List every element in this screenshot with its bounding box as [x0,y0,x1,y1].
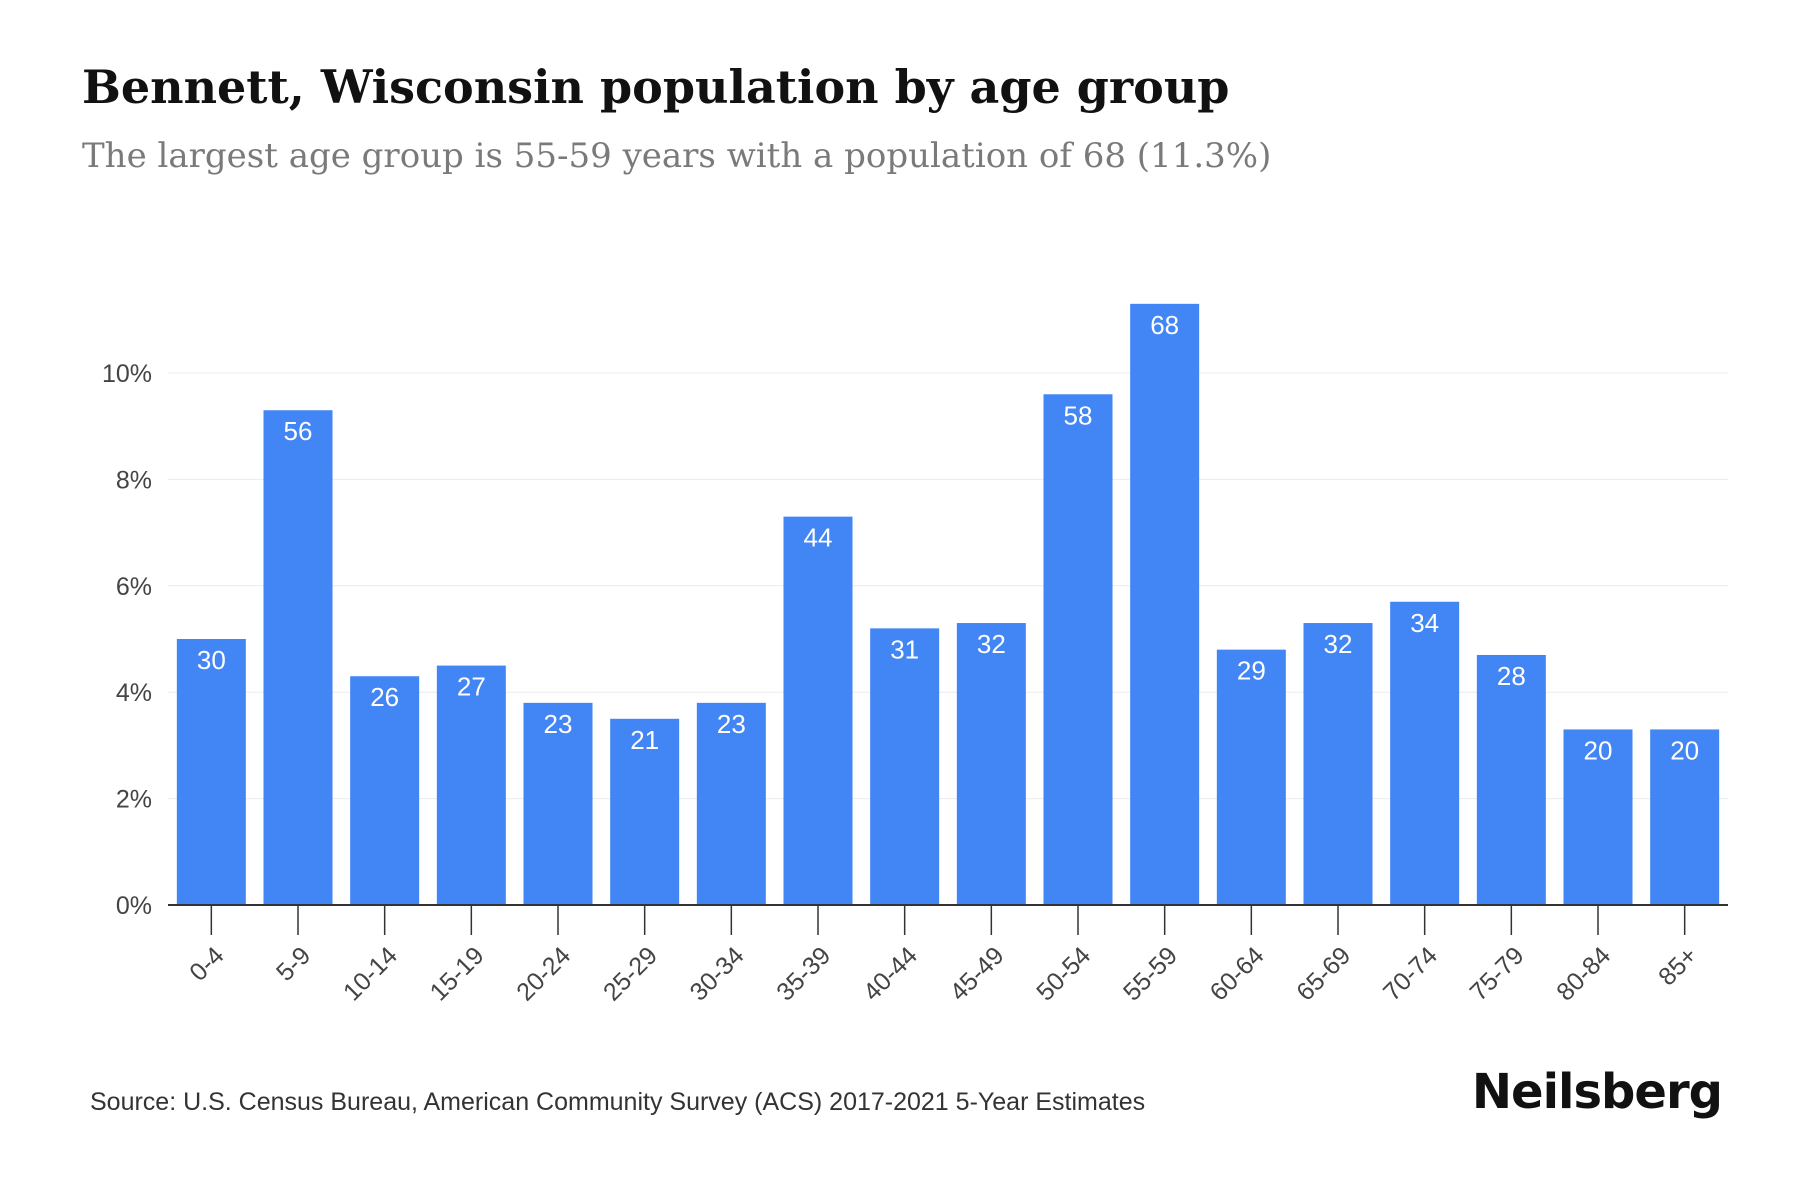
x-tick-label: 20-24 [511,941,576,1006]
bar-60-64 [1216,649,1286,905]
y-tick-label: 0% [116,892,152,920]
chart-title: Bennett, Wisconsin population by age gro… [82,60,1230,114]
bar-value-label: 58 [1064,400,1093,430]
bar-50-54 [1043,394,1113,905]
y-tick-label: 6% [116,573,152,601]
bar-65-69 [1303,623,1373,905]
chart-subtitle: The largest age group is 55-59 years wit… [82,136,1272,176]
bar-value-label: 27 [457,672,486,702]
y-tick-label: 4% [116,679,152,707]
bar-value-label: 23 [717,709,746,739]
bar-40-44 [870,628,940,905]
y-axis-ticks: 0% 2% 4% 6% 8% 10% [102,360,152,920]
y-tick-label: 10% [102,360,152,388]
bar-35-39 [783,516,853,905]
bar-70-74 [1390,601,1460,905]
x-tick-label: 70-74 [1378,941,1443,1006]
bar-15-19 [436,665,506,905]
bar-value-label: 29 [1237,656,1266,686]
bar-value-label: 34 [1410,608,1439,638]
bar-value-label: 21 [630,725,659,755]
bar-value-label: 31 [890,634,919,664]
x-tick-label: 75-79 [1465,941,1530,1006]
y-tick-label: 8% [116,466,152,494]
bar-value-label: 26 [370,682,399,712]
x-tick-label: 10-14 [338,941,403,1006]
y-tick-label: 2% [116,786,152,814]
gridlines [168,372,1728,800]
x-tick-label: 5-9 [271,941,316,986]
x-tick-label: 0-4 [184,941,229,986]
bar-value-label: 44 [804,523,833,553]
x-tick-label: 80-84 [1551,941,1616,1006]
x-tick-label: 25-29 [598,941,663,1006]
x-axis-ticks: 0-4 5-9 10-14 15-19 20-24 25-29 30-34 35-39 40-4… [184,905,1703,1006]
x-tick-label: 65-69 [1291,941,1356,1006]
bar-25-29 [610,718,680,905]
bar-20-24 [523,702,593,905]
x-tick-label: 50-54 [1031,941,1096,1006]
brand-logo: Neilsberg [1471,1064,1723,1120]
bar-value-label: 28 [1497,661,1526,691]
bar-45-49 [956,623,1026,905]
x-tick-label: 40-44 [858,941,923,1006]
bar-value-label: 56 [284,416,313,446]
x-tick-label: 30-34 [685,941,750,1006]
x-tick-label: 55-59 [1118,941,1183,1006]
bar-value-label: 68 [1150,310,1179,340]
bar-30-34 [696,702,766,905]
bar-value-label: 20 [1584,735,1613,765]
bar-value-label: 20 [1670,735,1699,765]
bar-55-59 [1130,303,1200,906]
x-tick-label: 60-64 [1205,941,1270,1006]
bars: 30 56 26 27 23 21 23 44 31 32 58 68 29 32 34 28 20 20 [176,303,1720,906]
x-tick-label: 45-49 [945,941,1010,1006]
bar-10-14 [350,676,420,905]
bar-85+ [1650,729,1720,905]
bar-value-label: 30 [197,645,226,675]
source-note: Source: U.S. Census Bureau, American Com… [90,1088,1146,1116]
bar-value-label: 23 [544,709,573,739]
x-tick-label: 85+ [1653,941,1703,991]
bar-0-4 [176,639,246,905]
bar-value-label: 32 [1324,629,1353,659]
bar-value-label: 32 [977,629,1006,659]
x-tick-label: 15-19 [425,941,490,1006]
bar-80-84 [1563,729,1633,905]
bar-5-9 [263,410,333,905]
bar-75-79 [1476,654,1546,905]
x-tick-label: 35-39 [771,941,836,1006]
